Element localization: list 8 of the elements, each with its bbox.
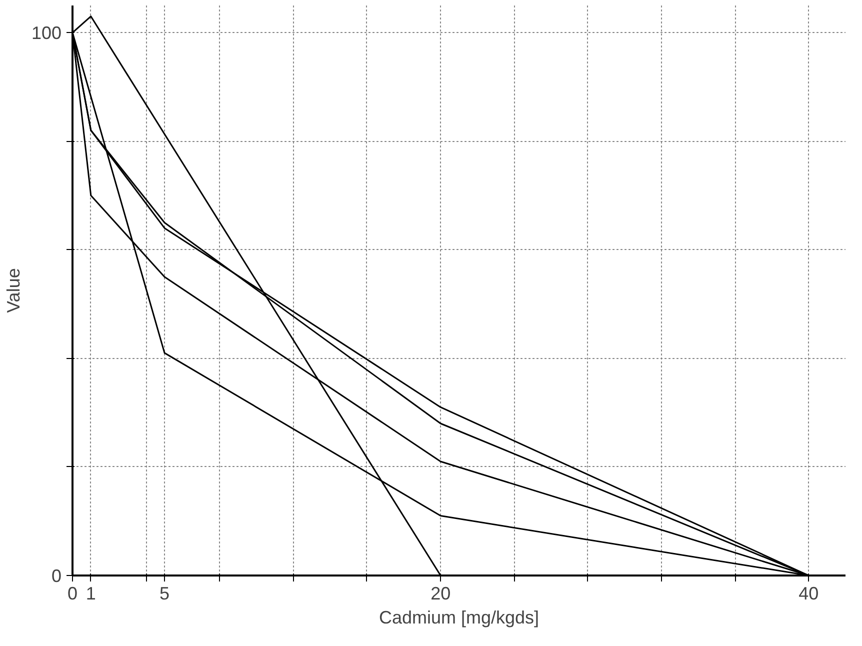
x-tick-label: 1: [86, 584, 96, 604]
x-tick-label: 20: [430, 584, 451, 604]
x-tick-label: 0: [67, 584, 78, 604]
y-axis-title: Value: [3, 268, 24, 313]
x-axis-title: Cadmium [mg/kgds]: [378, 608, 540, 628]
x-tick-label: 5: [160, 584, 170, 604]
y-tick-label: 100: [31, 23, 62, 44]
x-tick-label: 40: [798, 584, 819, 604]
